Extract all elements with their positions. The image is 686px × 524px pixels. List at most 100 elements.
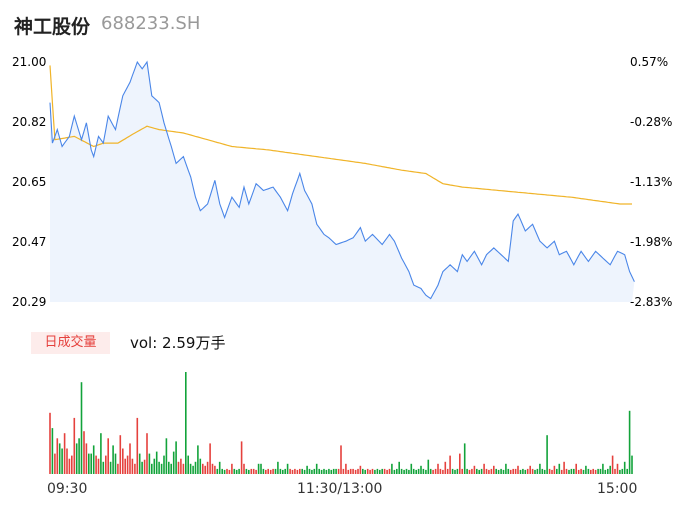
volume-bar	[485, 468, 488, 474]
volume-bar	[185, 372, 187, 474]
volume-bar	[337, 468, 340, 474]
volume-bar	[602, 463, 604, 474]
volume-bar	[522, 468, 524, 474]
volume-bar	[199, 458, 202, 474]
volume-bar	[299, 468, 301, 474]
volume-bar	[388, 468, 391, 474]
volume-bar	[245, 468, 248, 474]
pct-tick-label: -1.98%	[630, 235, 673, 249]
volume-bar	[284, 468, 286, 474]
volume-bar	[439, 468, 442, 474]
volume-bar	[405, 468, 408, 474]
volume-bar	[250, 468, 253, 474]
volume-bar	[543, 469, 546, 474]
volume-bar	[218, 461, 221, 474]
volume-bar	[379, 469, 381, 474]
volume-bar	[345, 463, 347, 474]
volume-bar	[136, 417, 139, 474]
volume-bar	[587, 468, 590, 474]
volume-bar	[88, 453, 90, 474]
volume-bar	[466, 468, 468, 474]
volume-bar	[51, 428, 54, 474]
volume-bar	[590, 469, 592, 474]
volume-bar	[85, 443, 88, 474]
volume-bar	[507, 468, 510, 474]
pct-tick-label: -2.83%	[630, 295, 673, 309]
volume-bar	[352, 468, 354, 474]
volume-bar	[580, 468, 582, 474]
volume-bar	[148, 453, 151, 474]
volume-bar	[255, 469, 257, 474]
volume-bar	[616, 463, 619, 474]
volume-bar	[628, 410, 631, 474]
volume-bar	[391, 463, 393, 474]
volume-bar	[260, 463, 262, 474]
volume-bar	[214, 465, 216, 474]
volume-bar	[626, 468, 628, 474]
volume-bar	[100, 433, 102, 474]
volume-bar	[546, 435, 548, 474]
volume-bar	[279, 468, 282, 474]
volume-bar	[599, 468, 602, 474]
volume-bar	[383, 468, 386, 474]
volume-bar	[117, 463, 119, 474]
volume-bar	[233, 468, 236, 474]
volume-bar	[153, 458, 156, 474]
volume-bar	[604, 469, 607, 474]
volume-bar	[83, 431, 85, 474]
volume-bar	[296, 469, 299, 474]
volume-bar	[170, 463, 172, 474]
y-tick-label: 20.65	[12, 175, 47, 189]
volume-bar	[497, 469, 500, 474]
volume-bar	[95, 455, 97, 474]
volume-bar	[194, 461, 197, 474]
y-tick-label: 21.00	[12, 55, 47, 69]
volume-bar	[427, 459, 430, 474]
volume-bar	[631, 455, 633, 474]
volume-bar	[330, 469, 333, 474]
volume-bar	[432, 469, 434, 474]
price-area	[50, 62, 635, 302]
volume-bar	[619, 469, 621, 474]
volume-bar	[158, 461, 160, 474]
volume-bar	[526, 468, 529, 474]
price-area-fill	[50, 62, 635, 302]
volume-bar	[556, 468, 558, 474]
volume-bar	[282, 469, 284, 474]
volume-bar	[211, 463, 214, 474]
volume-bar	[197, 445, 199, 474]
volume-tag[interactable]: 日成交量	[31, 332, 110, 354]
volume-bar	[286, 463, 289, 474]
volume-bar	[408, 469, 410, 474]
volume-bar	[558, 463, 561, 474]
volume-bar	[517, 465, 519, 474]
volume-bar	[371, 468, 374, 474]
volume-bar	[277, 461, 279, 474]
volume-bar	[563, 461, 565, 474]
volume-bar	[134, 463, 136, 474]
volume-bar	[68, 458, 71, 474]
volume-bar	[226, 468, 228, 474]
volume-bar	[221, 468, 223, 474]
volume-bar	[206, 461, 209, 474]
volume-bar	[262, 468, 265, 474]
volume-bar	[240, 441, 243, 474]
volume-bar	[124, 458, 126, 474]
volume-bar	[189, 463, 192, 474]
volume-bar	[54, 453, 56, 474]
y-tick-label: 20.47	[12, 235, 47, 249]
volume-bar	[294, 468, 296, 474]
volume-bar	[320, 469, 323, 474]
volume-bar	[374, 469, 376, 474]
volume-bar	[359, 465, 362, 474]
volume-bar	[165, 438, 168, 474]
volume-bar	[301, 468, 303, 474]
volume-bar	[114, 453, 117, 474]
price-line	[49, 60, 635, 300]
volume-bar	[376, 468, 379, 474]
volume-bar	[362, 468, 364, 474]
volume-bar	[609, 465, 611, 474]
volume-bar	[611, 455, 614, 474]
volume-bar	[328, 468, 330, 474]
volume-bar	[238, 468, 240, 474]
